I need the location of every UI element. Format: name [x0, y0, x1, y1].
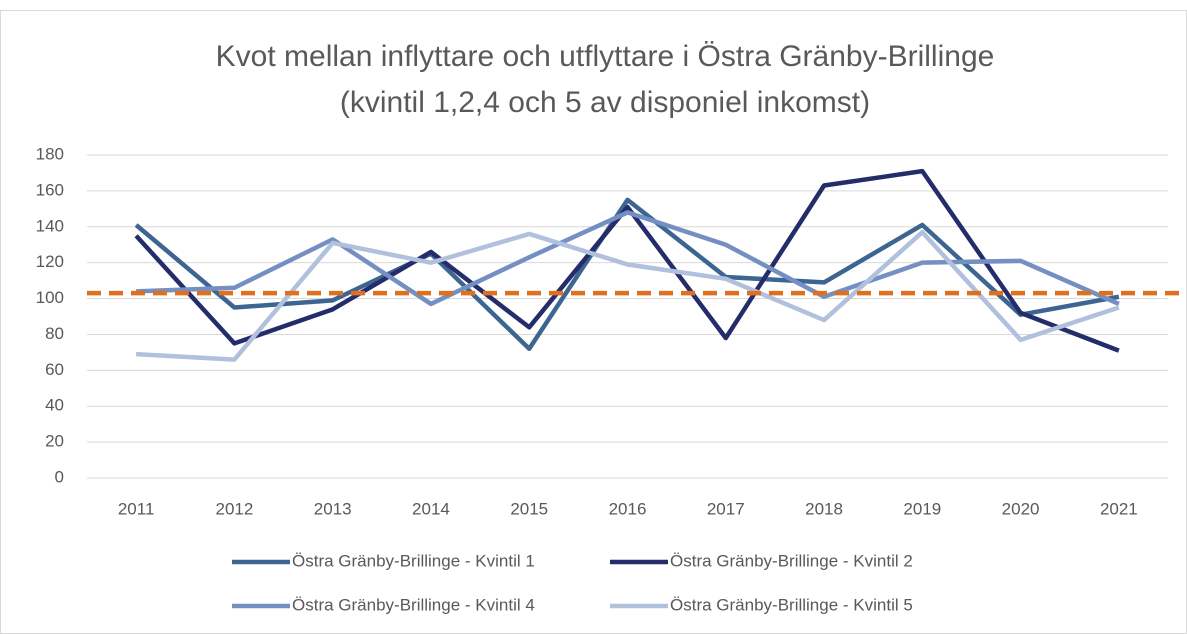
y-tick-label: 60 — [45, 360, 64, 379]
x-tick-label: 2015 — [510, 499, 548, 518]
x-tick-label: 2019 — [903, 499, 941, 518]
chart-title: Kvot mellan inflyttare och utflyttare i … — [216, 40, 995, 73]
x-tick-label: 2012 — [215, 499, 253, 518]
x-tick-label: 2017 — [707, 499, 745, 518]
x-tick-label: 2018 — [805, 499, 843, 518]
y-tick-label: 0 — [55, 467, 64, 486]
x-tick-label: 2013 — [314, 499, 352, 518]
y-tick-label: 140 — [36, 216, 64, 235]
y-tick-label: 120 — [36, 252, 64, 271]
y-tick-label: 100 — [36, 288, 64, 307]
legend-label: Östra Gränby-Brillinge - Kvintil 2 — [670, 551, 913, 570]
x-tick-label: 2016 — [609, 499, 647, 518]
chart-frame — [0, 10, 1187, 634]
x-tick-label: 2020 — [1002, 499, 1040, 518]
series-line — [136, 210, 1120, 307]
y-tick-label: 20 — [45, 432, 64, 451]
x-tick-label: 2021 — [1100, 499, 1138, 518]
x-tick-label: 2011 — [118, 499, 155, 518]
y-tick-label: 80 — [45, 324, 64, 343]
series-line — [136, 229, 1120, 362]
series-line — [134, 197, 1120, 352]
chart-subtitle: (kvintil 1,2,4 och 5 av disponiel inkoms… — [340, 86, 870, 119]
y-tick-label: 160 — [36, 180, 64, 199]
y-tick-label: 40 — [45, 396, 64, 415]
x-tick-label: 2014 — [412, 499, 450, 518]
y-tick-label: 180 — [36, 144, 64, 163]
legend-label: Östra Gränby-Brillinge - Kvintil 4 — [292, 595, 535, 614]
legend-label: Östra Gränby-Brillinge - Kvintil 5 — [670, 595, 913, 614]
legend-label: Östra Gränby-Brillinge - Kvintil 1 — [292, 551, 535, 570]
series-line — [134, 168, 1120, 353]
